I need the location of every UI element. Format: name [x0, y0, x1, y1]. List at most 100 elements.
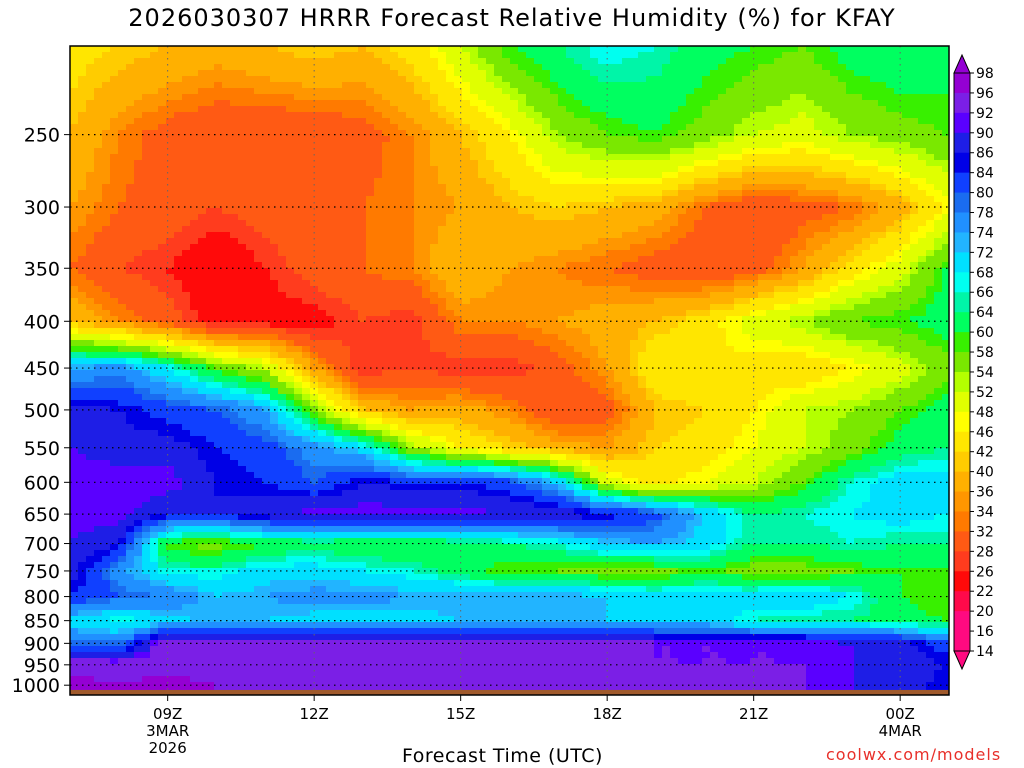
rh-cell [78, 292, 87, 299]
rh-cell [134, 160, 143, 167]
rh-cell [310, 196, 319, 203]
rh-cell [782, 172, 791, 179]
rh-cell [502, 304, 511, 311]
rh-cell [86, 202, 95, 209]
rh-cell [462, 226, 471, 233]
rh-cell [462, 190, 471, 197]
rh-cell [302, 286, 311, 293]
rh-cell [150, 130, 159, 137]
rh-cell [542, 172, 551, 179]
rh-cell [326, 220, 335, 227]
rh-cell [398, 274, 407, 281]
rh-cell [870, 124, 879, 131]
rh-cell [294, 196, 303, 203]
rh-cell [766, 268, 775, 275]
rh-cell [478, 46, 487, 53]
rh-cell [822, 196, 831, 203]
rh-cell [342, 118, 351, 125]
rh-cell [870, 100, 879, 107]
rh-cell [614, 238, 623, 245]
rh-cell [638, 190, 647, 197]
rh-cell [654, 118, 663, 125]
rh-cell [406, 124, 415, 131]
rh-cell [854, 292, 863, 299]
rh-cell [438, 268, 447, 275]
rh-cell [702, 310, 711, 317]
rh-cell [518, 226, 527, 233]
rh-cell [678, 130, 687, 137]
rh-cell [390, 58, 399, 65]
rh-cell [942, 190, 950, 197]
rh-cell [678, 190, 687, 197]
rh-cell [566, 262, 575, 269]
rh-cell [742, 184, 751, 191]
rh-cell [526, 94, 535, 101]
rh-cell [502, 268, 511, 275]
rh-cell [206, 226, 215, 233]
rh-cell [630, 214, 639, 221]
rh-cell [478, 52, 487, 59]
rh-cell [366, 226, 375, 233]
rh-cell [598, 184, 607, 191]
rh-cell [142, 154, 151, 161]
rh-cell [126, 58, 135, 65]
rh-cell [102, 310, 111, 317]
rh-cell [390, 82, 399, 89]
rh-cell [598, 256, 607, 263]
rh-cell [286, 178, 295, 185]
rh-cell [262, 52, 271, 59]
rh-cell [830, 64, 839, 71]
rh-cell [838, 208, 847, 215]
rh-cell [166, 298, 175, 305]
rh-cell [110, 286, 119, 293]
rh-cell [246, 124, 255, 131]
rh-cell [838, 46, 847, 53]
rh-cell [262, 46, 271, 53]
rh-cell [678, 178, 687, 185]
rh-cell [670, 178, 679, 185]
rh-cell [350, 310, 359, 317]
rh-cell [262, 64, 271, 71]
rh-cell [246, 76, 255, 83]
rh-cell [598, 238, 607, 245]
rh-cell [126, 184, 135, 191]
rh-cell [734, 172, 743, 179]
rh-cell [198, 142, 207, 149]
rh-cell [70, 250, 79, 257]
rh-cell [662, 46, 671, 53]
rh-cell [878, 280, 887, 287]
rh-cell [334, 166, 343, 173]
rh-cell [774, 310, 783, 317]
rh-cell [822, 256, 831, 263]
rh-cell [926, 46, 935, 53]
rh-cell [606, 82, 615, 89]
rh-cell [166, 178, 175, 185]
rh-cell [926, 286, 935, 293]
rh-cell [774, 184, 783, 191]
rh-cell [542, 52, 551, 59]
rh-cell [790, 220, 799, 227]
rh-cell [686, 172, 695, 179]
rh-cell [934, 268, 943, 275]
rh-cell [910, 208, 919, 215]
rh-cell [486, 268, 495, 275]
rh-cell [246, 190, 255, 197]
rh-cell [582, 166, 591, 173]
rh-cell [678, 292, 687, 299]
rh-cell [766, 286, 775, 293]
rh-cell [174, 310, 183, 317]
rh-cell [822, 94, 831, 101]
rh-cell [918, 64, 927, 71]
rh-cell [870, 214, 879, 221]
rh-cell [342, 310, 351, 317]
rh-cell [398, 226, 407, 233]
rh-cell [86, 250, 95, 257]
rh-cell [862, 178, 871, 185]
rh-cell [374, 166, 383, 173]
rh-cell [814, 244, 823, 251]
rh-cell [526, 130, 535, 137]
rh-cell [358, 220, 367, 227]
rh-cell [542, 58, 551, 65]
rh-cell [110, 226, 119, 233]
rh-cell [238, 316, 247, 323]
